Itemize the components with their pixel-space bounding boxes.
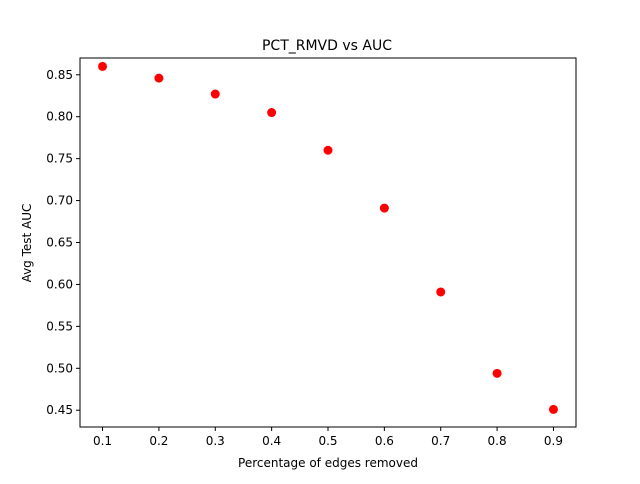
data-points xyxy=(98,61,558,414)
x-tick-label: 0.8 xyxy=(488,434,507,448)
y-tick-label: 0.45 xyxy=(46,403,73,417)
y-tick-label: 0.65 xyxy=(46,236,73,250)
y-tick-label: 0.60 xyxy=(46,277,73,291)
y-tick-label: 0.55 xyxy=(46,319,73,333)
x-tick-label: 0.5 xyxy=(318,434,337,448)
data-point xyxy=(492,368,502,378)
data-point xyxy=(323,145,333,155)
y-tick-label: 0.75 xyxy=(46,152,73,166)
chart-title: PCT_RMVD vs AUC xyxy=(262,38,392,54)
data-point xyxy=(379,203,389,213)
x-axis-label: Percentage of edges removed xyxy=(238,456,418,470)
data-point xyxy=(154,73,164,83)
x-tick-label: 0.9 xyxy=(544,434,563,448)
x-tick-label: 0.1 xyxy=(93,434,112,448)
data-point xyxy=(436,287,446,297)
y-tick-label: 0.80 xyxy=(46,110,73,124)
x-tick-label: 0.2 xyxy=(149,434,168,448)
x-tick-label: 0.7 xyxy=(431,434,450,448)
y-tick-label: 0.50 xyxy=(46,361,73,375)
data-point xyxy=(98,61,108,71)
x-tick-label: 0.3 xyxy=(206,434,225,448)
x-tick-label: 0.4 xyxy=(262,434,281,448)
plot-area-frame xyxy=(79,57,577,428)
axis-ticks: 0.1 0.2 0.3 0.4 0.5 0.6 0.7 0.8 0.9 0.45 0.50 0.55 0… xyxy=(46,68,563,448)
x-tick-label: 0.6 xyxy=(375,434,394,448)
data-point xyxy=(267,108,277,118)
y-tick-label: 0.85 xyxy=(46,68,73,82)
data-point xyxy=(210,89,220,99)
y-tick-label: 0.70 xyxy=(46,194,73,208)
y-axis-label: Avg Test AUC xyxy=(20,204,34,283)
data-point xyxy=(548,404,558,414)
